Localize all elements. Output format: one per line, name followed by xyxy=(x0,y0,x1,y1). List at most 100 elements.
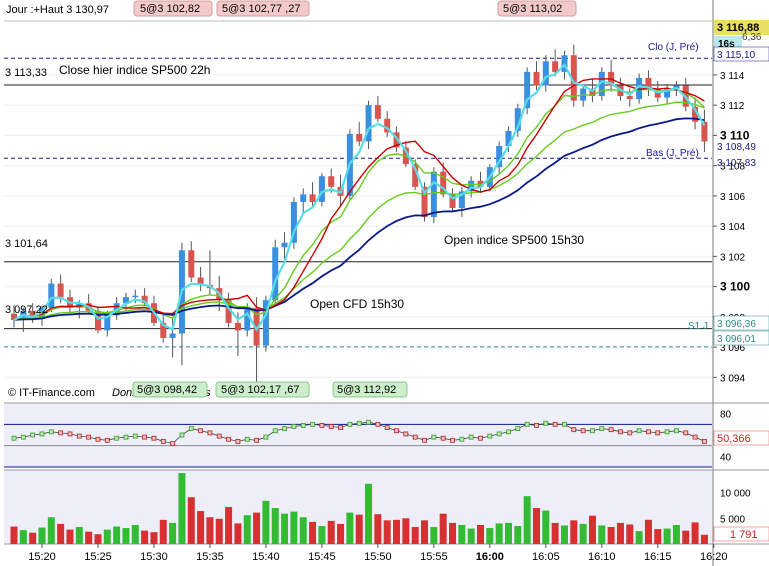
top-tag-3[interactable]: 5@3 113,02 xyxy=(497,0,577,17)
watermark: © IT-Finance.com xyxy=(8,387,95,399)
volume-bar xyxy=(234,523,242,544)
oscillator-point xyxy=(86,434,92,440)
oscillator-point xyxy=(543,420,549,426)
time-tick-label: 15:35 xyxy=(196,551,224,563)
volume-bar xyxy=(197,511,205,544)
volume-bar xyxy=(486,528,494,544)
price-tick-label: 3 094 xyxy=(720,373,745,384)
top-tag-2-text: 5@3 102,77 ,27 xyxy=(222,3,300,15)
time-tick-label: 15:30 xyxy=(140,551,168,563)
rsi-value-label: 50,366 xyxy=(717,433,751,445)
oscillator-point xyxy=(114,435,120,441)
volume-bar xyxy=(337,523,345,544)
volume-bar xyxy=(290,511,298,544)
candle-body xyxy=(262,300,269,346)
volume-bar xyxy=(159,519,167,544)
volume-bar xyxy=(644,519,652,544)
volume-bar xyxy=(504,522,512,544)
candle-body xyxy=(225,300,232,323)
oscillator-point xyxy=(459,436,465,442)
volume-bar xyxy=(626,524,634,544)
oscillator-layer: 406080 xyxy=(4,410,732,468)
volume-bar xyxy=(682,530,690,544)
candle-body xyxy=(253,307,260,346)
volume-bar xyxy=(402,518,410,544)
oscillator-point xyxy=(403,431,409,437)
candle-body xyxy=(468,180,475,192)
volume-bar xyxy=(560,525,568,544)
oscillator-point xyxy=(440,435,446,441)
close-hier-left-label: 3 113,33 xyxy=(5,67,47,79)
candle-body xyxy=(505,130,512,146)
volume-bar xyxy=(271,508,279,544)
oscillator-point xyxy=(310,421,315,427)
timer-box xyxy=(714,36,742,50)
candle-body xyxy=(356,133,363,142)
volume-bar xyxy=(131,524,139,544)
oscillator-point xyxy=(534,422,539,428)
oscillator-point xyxy=(216,433,222,439)
oscillator-tick-label: 80 xyxy=(720,410,732,421)
open-cfd-text: Open CFD 15h30 xyxy=(310,297,404,311)
bottom-tag-3-text: 5@3 112,92 xyxy=(337,384,396,396)
top-tag-1[interactable]: 5@3 102,82 xyxy=(133,0,213,17)
clo-price-box xyxy=(713,46,769,62)
oscillator-point xyxy=(674,428,679,434)
oscillator-point xyxy=(328,424,334,429)
oscillator-point xyxy=(142,434,148,440)
volume-tick-label: 5 000 xyxy=(720,514,745,525)
candle-body xyxy=(160,322,167,339)
oscillator-point xyxy=(356,420,362,426)
oscillator-point xyxy=(590,428,595,434)
ma-green-fast xyxy=(13,88,705,321)
time-tick-label: 15:55 xyxy=(420,551,448,563)
price-tick-label: 3 110 xyxy=(720,128,750,142)
oscillator-point xyxy=(235,438,241,444)
oscillator-point xyxy=(562,421,567,427)
candle-body xyxy=(692,106,699,122)
volume-tick-label: 10 000 xyxy=(720,489,751,500)
bottom-tag-2[interactable]: 5@3 102,17 ,67 xyxy=(215,381,310,398)
candle-body xyxy=(94,310,101,331)
bottom-tag-3[interactable]: 5@3 112,92 xyxy=(332,381,408,398)
candle-body xyxy=(169,333,176,339)
close-hier-text: Close hier indice SP500 22h xyxy=(59,63,210,77)
ma-green-slow xyxy=(13,101,705,321)
volume-bar xyxy=(169,522,177,544)
candle-body xyxy=(132,295,139,298)
volume-bar xyxy=(215,518,223,544)
moving-averages xyxy=(13,62,706,332)
s1-text: S1 J xyxy=(688,321,708,332)
oscillator-point xyxy=(58,430,64,436)
volume-bar xyxy=(309,521,317,544)
oscillator-point xyxy=(412,434,418,440)
volume-bar xyxy=(411,527,419,544)
candle-body xyxy=(197,277,204,286)
volume-bar xyxy=(514,526,522,544)
bas-text: Bas (J, Pré) xyxy=(646,148,699,159)
volume-bar xyxy=(551,522,559,544)
oscillator-point xyxy=(198,428,204,434)
oscillator-point xyxy=(226,436,231,442)
top-tag-2[interactable]: 5@3 102,77 ,27 xyxy=(216,0,310,17)
oscillator-point xyxy=(646,429,651,435)
volume-bar xyxy=(588,515,596,544)
volume-bar xyxy=(579,523,587,544)
bottom-tag-1[interactable]: 5@3 098,42 xyxy=(132,381,208,398)
volume-value-box xyxy=(713,526,769,542)
candle-body xyxy=(393,132,400,148)
bottom-tag-2-text: 5@3 102,17 ,67 xyxy=(221,384,299,396)
oscillator-point xyxy=(20,434,26,440)
oscillator-point xyxy=(347,421,353,427)
oscillator-point xyxy=(422,437,427,443)
volume-bar xyxy=(346,512,354,544)
candle-body xyxy=(449,194,456,208)
time-tick-label: 16:00 xyxy=(476,551,504,563)
oscillator-tick-label: 40 xyxy=(720,452,732,463)
oscillator-point xyxy=(608,427,614,433)
volume-bar xyxy=(449,522,457,544)
volume-bar xyxy=(542,510,550,544)
oscillator-point xyxy=(580,428,586,434)
